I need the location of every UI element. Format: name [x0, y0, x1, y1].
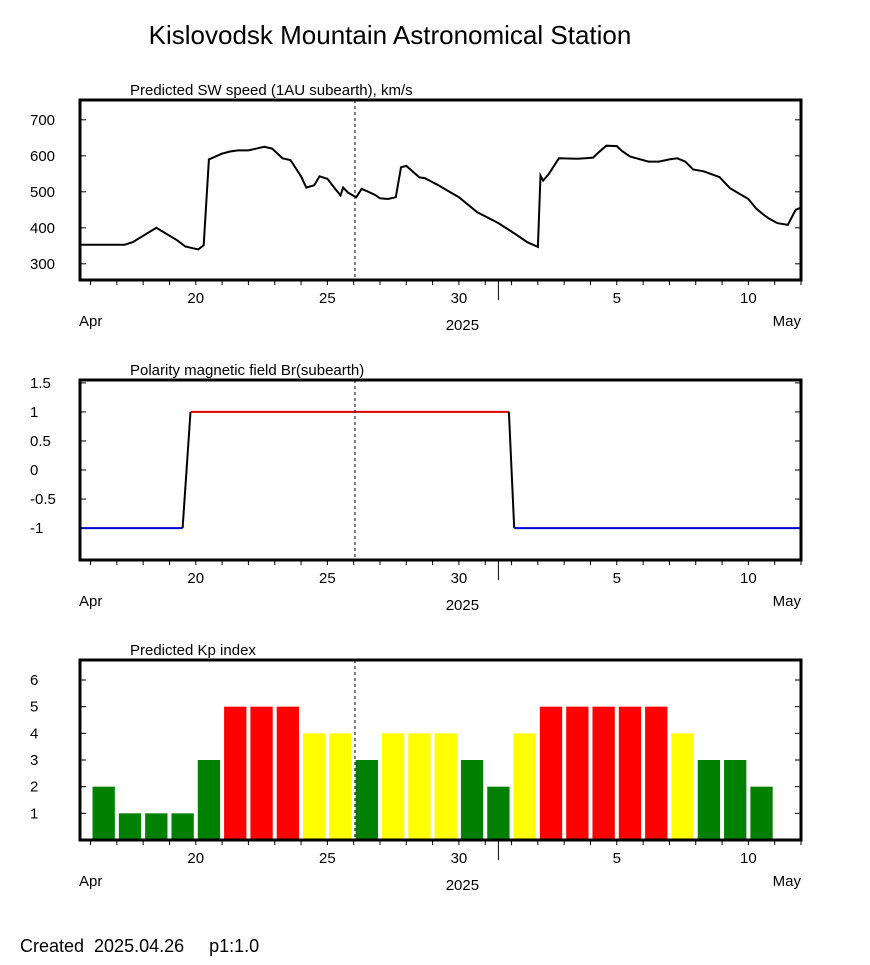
y-tick-label: 1.5	[30, 375, 51, 392]
y-tick-label: 500	[30, 184, 55, 201]
x-tick-label: 30	[451, 290, 468, 307]
x-tick-label: 10	[740, 290, 757, 307]
month-label-left: Apr	[79, 313, 102, 330]
series-line	[181, 411, 192, 529]
kp-bar	[197, 760, 221, 840]
y-tick-label: 700	[30, 112, 55, 129]
kp-bar	[329, 733, 352, 840]
panel-title: Polarity magnetic field Br(subearth)	[130, 362, 364, 379]
page-title: Kislovodsk Mountain Astronomical Station	[148, 20, 632, 50]
y-tick-label: 3	[30, 752, 38, 769]
kp-bar	[671, 733, 694, 840]
kp-bar	[750, 786, 773, 840]
x-tick-label: 5	[613, 570, 621, 587]
y-tick-label: 1	[30, 404, 38, 421]
series-line	[80, 144, 802, 251]
kp-bar	[355, 760, 378, 840]
y-tick-label: 600	[30, 148, 55, 165]
y-tick-label: 300	[30, 256, 55, 273]
kp-bar	[303, 733, 326, 840]
month-label-right: May	[773, 593, 802, 610]
kp-bar	[434, 733, 457, 840]
y-tick-label: 4	[30, 725, 38, 742]
x-tick-label: 10	[740, 850, 757, 867]
kp-bar	[276, 706, 300, 840]
kp-bar	[566, 706, 589, 840]
y-tick-label: 1	[30, 805, 38, 822]
y-tick-label: -0.5	[30, 491, 56, 508]
kp-bar	[592, 706, 615, 840]
month-label-left: Apr	[79, 593, 102, 610]
kp-bar	[224, 706, 247, 840]
kp-bar	[145, 813, 168, 840]
x-tick-label: 5	[613, 850, 621, 867]
year-label: 2025	[446, 597, 479, 614]
plot-frame	[78, 98, 803, 282]
x-tick-label: 20	[187, 850, 204, 867]
series-line	[507, 411, 516, 529]
plot-frame	[78, 378, 803, 562]
kp-bar	[697, 760, 721, 840]
kp-bar	[513, 733, 536, 840]
kp-bar	[408, 733, 431, 840]
kp-bar	[250, 706, 273, 840]
y-tick-label: -1	[30, 520, 43, 537]
y-tick-label: 2	[30, 779, 38, 796]
month-label-left: Apr	[79, 873, 102, 890]
kp-bar	[118, 813, 142, 840]
y-tick-label: 6	[30, 672, 38, 689]
x-tick-label: 25	[319, 290, 336, 307]
panel-title: Predicted SW speed (1AU subearth), km/s	[130, 82, 413, 99]
month-label-right: May	[773, 873, 802, 890]
kp-bar	[539, 706, 563, 840]
y-tick-label: 400	[30, 220, 55, 237]
year-label: 2025	[446, 877, 479, 894]
x-tick-label: 5	[613, 290, 621, 307]
kp-bar	[381, 733, 405, 840]
panel-title: Predicted Kp index	[130, 642, 256, 659]
month-label-right: May	[773, 313, 802, 330]
footer-created: Created 2025.04.26 p1:1.0	[20, 936, 260, 956]
year-label: 2025	[446, 317, 479, 334]
x-tick-label: 20	[187, 570, 204, 587]
x-tick-label: 30	[451, 570, 468, 587]
kp-bar	[724, 760, 747, 840]
kp-bar	[92, 786, 115, 840]
kp-bar	[645, 706, 668, 840]
x-tick-label: 30	[451, 850, 468, 867]
x-tick-label: 20	[187, 290, 204, 307]
x-tick-label: 10	[740, 570, 757, 587]
plot-frame	[78, 658, 803, 842]
kp-bar	[171, 813, 194, 840]
y-tick-label: 0.5	[30, 433, 51, 450]
kp-bar	[487, 786, 510, 840]
x-tick-label: 25	[319, 570, 336, 587]
x-tick-label: 25	[319, 850, 336, 867]
kp-bar	[618, 706, 642, 840]
y-tick-label: 5	[30, 699, 38, 716]
y-tick-label: 0	[30, 462, 38, 479]
kp-bar	[460, 760, 484, 840]
